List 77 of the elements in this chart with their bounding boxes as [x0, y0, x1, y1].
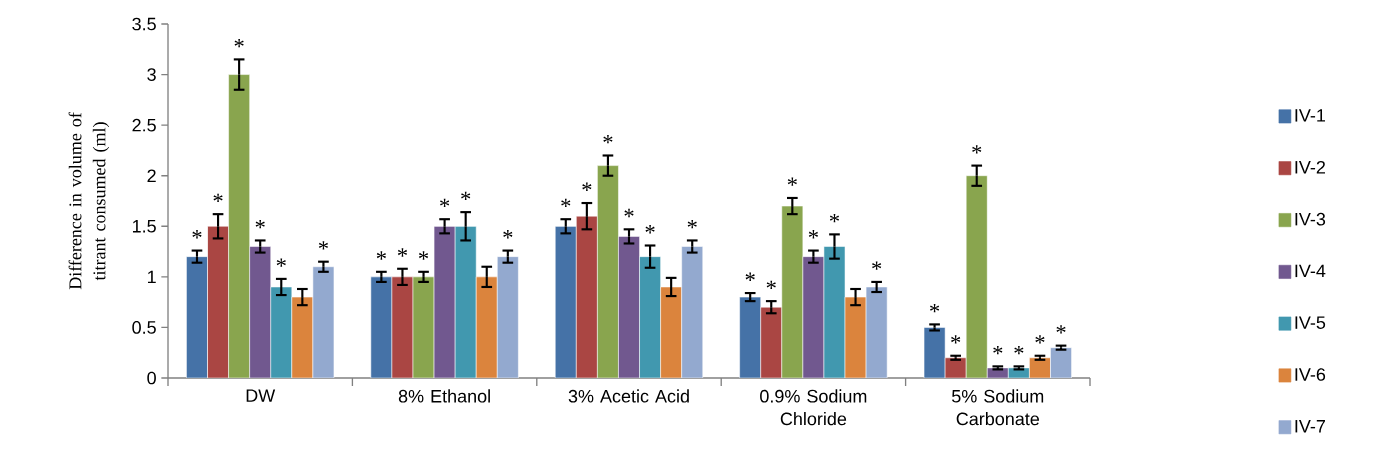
- legend-label: IV-6: [1295, 368, 1326, 381]
- data-label: *: [1056, 325, 1066, 334]
- data-label: *: [1014, 345, 1024, 355]
- y-tick-label: 0.5: [132, 321, 156, 334]
- legend-label: IV-3: [1295, 212, 1326, 226]
- bar: [207, 226, 229, 378]
- y-tick-label: 3: [147, 68, 156, 81]
- data-label: *: [440, 198, 450, 208]
- bar: [391, 276, 414, 378]
- x-tick-label: 0.9% Sodium Chloride: [760, 389, 867, 426]
- legend-label: IV-4: [1295, 264, 1326, 278]
- data-label: *: [255, 220, 265, 229]
- bar: [475, 276, 498, 378]
- data-label: *: [582, 182, 592, 191]
- bar: [1008, 367, 1030, 378]
- data-label: *: [993, 345, 1003, 355]
- data-label: *: [745, 272, 755, 281]
- y-tick-label: 3.5: [132, 17, 156, 31]
- bar: [639, 256, 661, 378]
- bar: [370, 276, 393, 378]
- legend-label: IV-2: [1295, 160, 1325, 174]
- bar: [923, 327, 946, 378]
- data-label: *: [376, 251, 386, 260]
- legend-label: IV-5: [1295, 316, 1326, 329]
- legend-label: IV-1: [1295, 109, 1326, 122]
- bar: [844, 296, 867, 378]
- y-tick-label: 2: [147, 169, 156, 182]
- data-label: *: [930, 303, 940, 313]
- data-label: *: [645, 225, 655, 234]
- y-tick-label: 1.5: [132, 220, 156, 233]
- data-label: *: [603, 135, 613, 144]
- bar: [249, 246, 272, 378]
- bar: [802, 256, 825, 378]
- data-label: *: [561, 198, 571, 208]
- data-label: *: [808, 230, 818, 239]
- bar: [618, 236, 640, 378]
- data-label: *: [872, 261, 882, 270]
- bar: [186, 256, 208, 378]
- data-label: *: [972, 145, 982, 154]
- bar: [576, 215, 598, 378]
- bar: [987, 367, 1009, 378]
- bar: [944, 357, 967, 378]
- data-label: *: [318, 241, 329, 250]
- data-label: *: [192, 230, 202, 239]
- data-label: *: [766, 280, 776, 290]
- bar: [1029, 357, 1051, 378]
- bar: [823, 246, 846, 378]
- y-tick-label: 2.5: [132, 118, 156, 132]
- y-axis-title: Difference in volume of titrant consumed (ml): [68, 112, 110, 290]
- bar: [660, 286, 682, 378]
- data-label: *: [951, 335, 961, 344]
- bar: [454, 226, 477, 378]
- data-label: *: [234, 38, 244, 48]
- data-label: *: [787, 177, 797, 186]
- legend-label: IV-7: [1295, 420, 1325, 433]
- x-tick-label: 8% Ethanol: [398, 389, 490, 403]
- x-tick-label: 5% Sodium Carbonate: [951, 389, 1044, 426]
- data-label: *: [687, 220, 697, 229]
- data-label: *: [418, 251, 429, 260]
- bar: [433, 226, 456, 378]
- y-tick-label: 1: [147, 270, 156, 284]
- data-label: *: [503, 230, 513, 239]
- x-tick-label: 3% Acetic Acid: [568, 389, 689, 403]
- data-label: *: [276, 258, 286, 267]
- bar: [554, 226, 577, 378]
- x-tick-label: DW: [246, 389, 276, 402]
- bar: [739, 296, 761, 378]
- data-label: *: [624, 208, 634, 218]
- bar: [270, 286, 293, 378]
- bar: [760, 306, 783, 378]
- data-label: *: [829, 213, 840, 223]
- data-label: *: [1035, 335, 1045, 344]
- data-label: *: [461, 191, 471, 200]
- data-label: *: [397, 248, 408, 257]
- bar: [291, 296, 314, 378]
- data-label: *: [213, 193, 223, 203]
- y-tick-label: 0: [147, 371, 156, 385]
